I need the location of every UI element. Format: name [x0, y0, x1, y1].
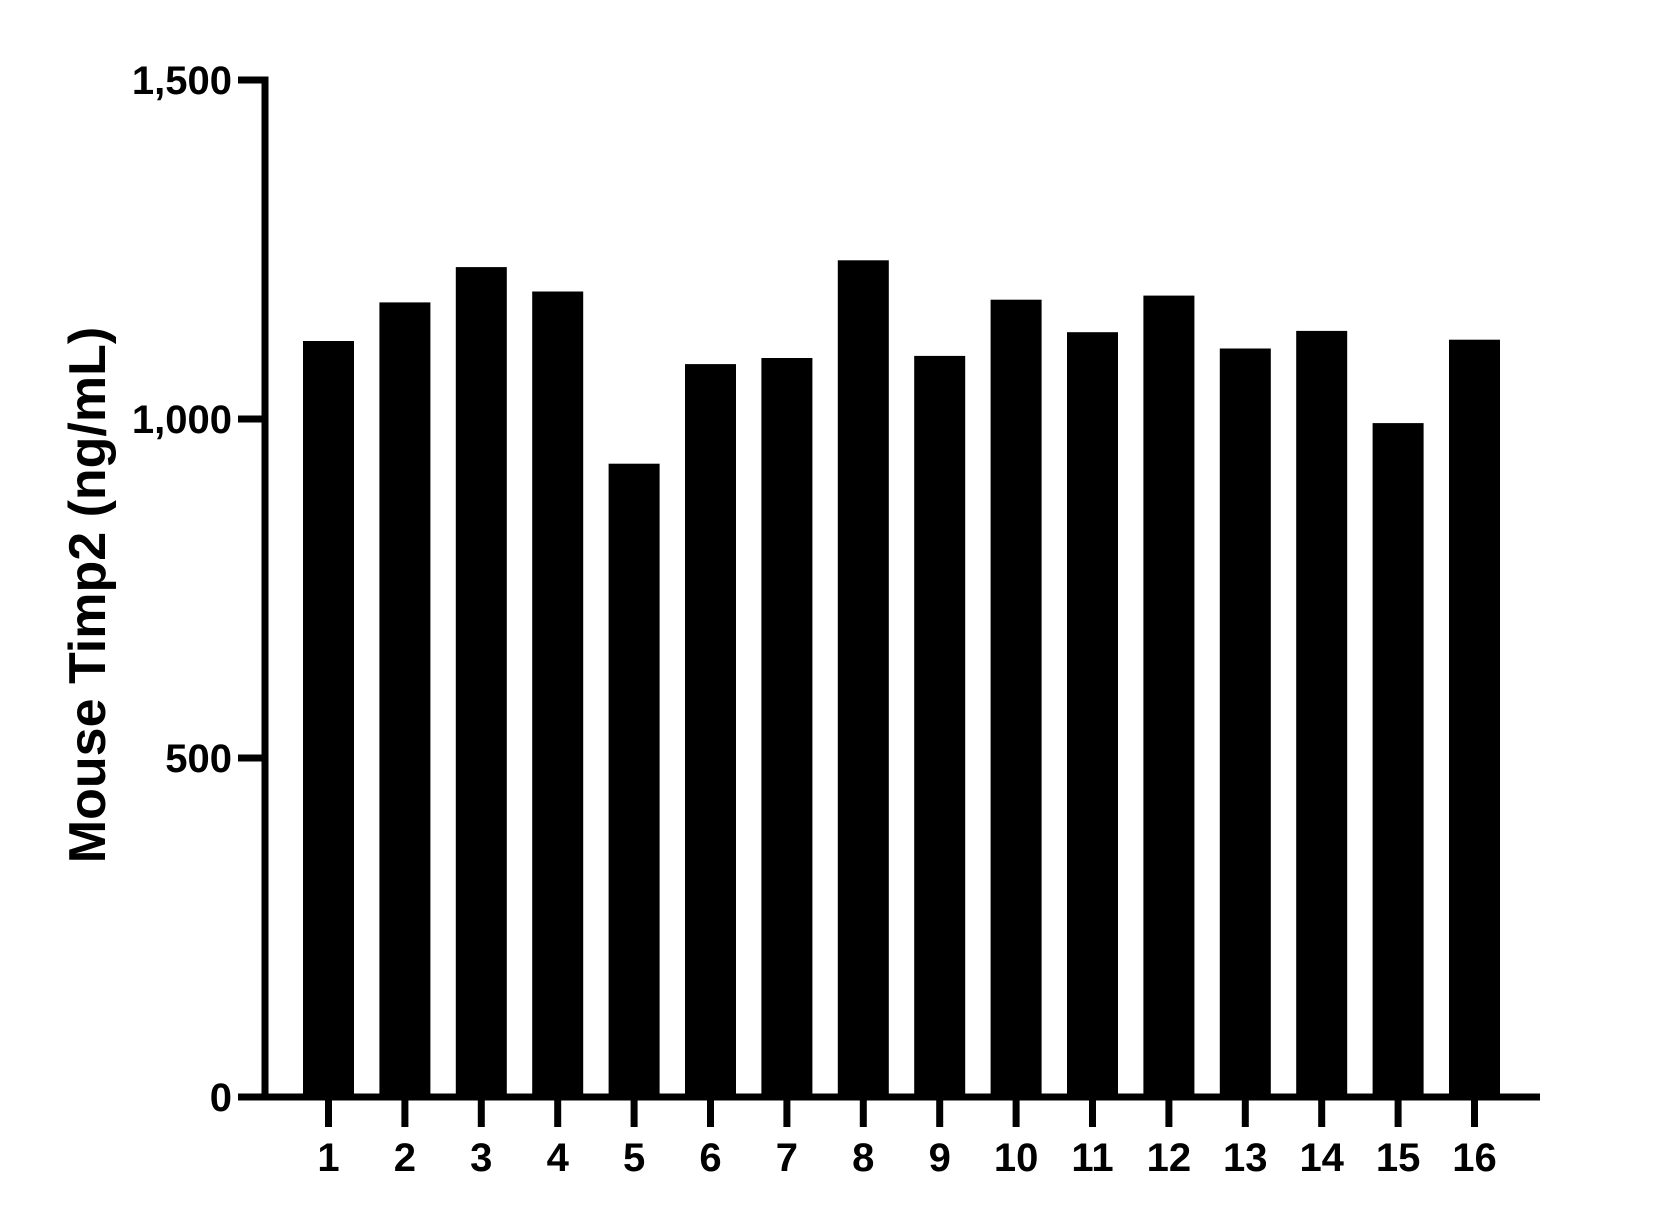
bar-2 [379, 302, 431, 1097]
bar-10 [990, 299, 1042, 1097]
x-tick-label-8: 8 [852, 1136, 874, 1180]
bar-12 [1143, 295, 1195, 1098]
bar-6 [685, 364, 736, 1098]
y-tick-label-1000: 1,000 [132, 398, 232, 442]
x-tick-label-14: 14 [1299, 1136, 1344, 1180]
bar-7 [761, 358, 813, 1097]
bar-8 [837, 260, 889, 1097]
bar-3 [455, 267, 507, 1098]
x-tick-label-4: 4 [547, 1136, 570, 1180]
y-axis-ticks: 0 500 1,000 1,500 [132, 59, 265, 1120]
y-tick-label-0: 0 [210, 1076, 232, 1120]
x-tick-label-13: 13 [1223, 1136, 1268, 1180]
x-tick-label-9: 9 [929, 1136, 951, 1180]
x-tick-label-2: 2 [394, 1136, 416, 1180]
bar-14 [1296, 330, 1348, 1097]
x-tick-label-10: 10 [994, 1136, 1039, 1180]
axes [261, 76, 1540, 1101]
x-tick-label-11: 11 [1071, 1136, 1113, 1180]
y-tick-label-500: 500 [165, 737, 232, 781]
bar-16 [1449, 339, 1500, 1097]
bar-11 [1067, 332, 1118, 1097]
y-axis-title: Mouse Timp2 (ng/mL) [59, 327, 117, 863]
x-tick-label-16: 16 [1452, 1136, 1497, 1180]
x-tick-label-7: 7 [776, 1136, 798, 1180]
x-tick-label-5: 5 [623, 1136, 645, 1180]
bar-13 [1219, 348, 1271, 1097]
bar-5 [608, 463, 660, 1097]
y-tick-label-1500: 1,500 [132, 59, 232, 103]
bar-15 [1372, 423, 1424, 1098]
x-tick-label-1: 1 [317, 1136, 339, 1180]
bars [303, 260, 1500, 1098]
x-tick-label-3: 3 [470, 1136, 492, 1180]
x-axis-ticks: 1 2 3 4 5 6 7 8 9 10 11 12 13 14 15 16 [317, 1097, 1497, 1180]
x-tick-label-6: 6 [699, 1136, 721, 1180]
bar-9 [914, 355, 966, 1097]
x-tick-label-12: 12 [1147, 1136, 1192, 1180]
bar-4 [532, 291, 584, 1097]
bar-1 [303, 341, 354, 1097]
x-tick-label-15: 15 [1376, 1136, 1421, 1180]
